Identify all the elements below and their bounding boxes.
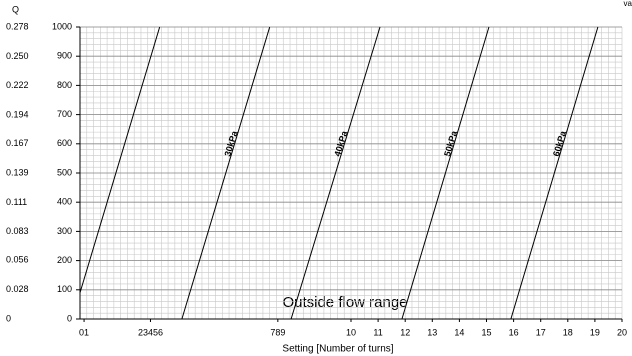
- y-tick-label: 700: [57, 109, 72, 119]
- q-tick-label: 0.278: [6, 21, 29, 31]
- corner-text: va: [624, 0, 632, 8]
- x-tick-label: 20: [617, 327, 627, 337]
- y-tick-label: 900: [57, 51, 72, 61]
- x-tick-label: 23456: [138, 327, 163, 337]
- q-tick-label: 0.028: [6, 284, 29, 294]
- x-axis-title: Setting [Number of turns]: [282, 344, 393, 355]
- series-label: 60kPa: [551, 129, 568, 158]
- x-tick-label: 12: [400, 327, 410, 337]
- flow-line: [181, 26, 271, 320]
- q-tick-label: 0.222: [6, 80, 29, 90]
- series-label: 40kPa: [332, 129, 349, 158]
- x-tick-label: 17: [536, 327, 546, 337]
- series-label: 30kPa: [222, 129, 239, 158]
- x-tick-label: 01: [79, 327, 89, 337]
- q-tick-label: 0.167: [6, 138, 29, 148]
- q-tick-label: 0.056: [6, 255, 29, 265]
- y-tick-label: 500: [57, 167, 72, 177]
- y-tick-label: 100: [57, 284, 72, 294]
- y-tick-label: 200: [57, 255, 72, 265]
- flow-line: [79, 26, 161, 293]
- q-tick-label: 0.250: [6, 51, 29, 61]
- series-label: 50kPa: [442, 129, 459, 158]
- y-tick-label: 300: [57, 226, 72, 236]
- y-tick-label: 800: [57, 80, 72, 90]
- y-tick-label: 0: [67, 313, 72, 323]
- y-tick-label: 400: [57, 197, 72, 207]
- q-axis-title: Q: [12, 4, 19, 14]
- flow-line: [510, 26, 599, 320]
- x-tick-label: 18: [563, 327, 573, 337]
- flow-line: [290, 26, 381, 320]
- x-tick-label: 15: [481, 327, 491, 337]
- annotation: Outside flow range: [282, 294, 407, 311]
- q-tick-label: 0.083: [6, 226, 29, 236]
- q-tick-label: 0.194: [6, 110, 29, 120]
- x-tick-label: 11: [373, 327, 382, 337]
- y-tick-label: 600: [57, 138, 72, 148]
- q-tick-label: 0: [6, 313, 11, 323]
- y-tick-label: 1000: [52, 21, 72, 31]
- q-tick-label: 0.139: [6, 167, 29, 177]
- q-tick-label: 0.111: [6, 197, 27, 207]
- flow-line: [401, 26, 490, 320]
- x-tick-label: 19: [590, 327, 600, 337]
- x-tick-label: 10: [346, 327, 356, 337]
- x-tick-label: 13: [427, 327, 437, 337]
- x-tick-label: 789: [270, 327, 285, 337]
- x-tick-label: 16: [509, 327, 519, 337]
- x-tick-label: 14: [454, 327, 464, 337]
